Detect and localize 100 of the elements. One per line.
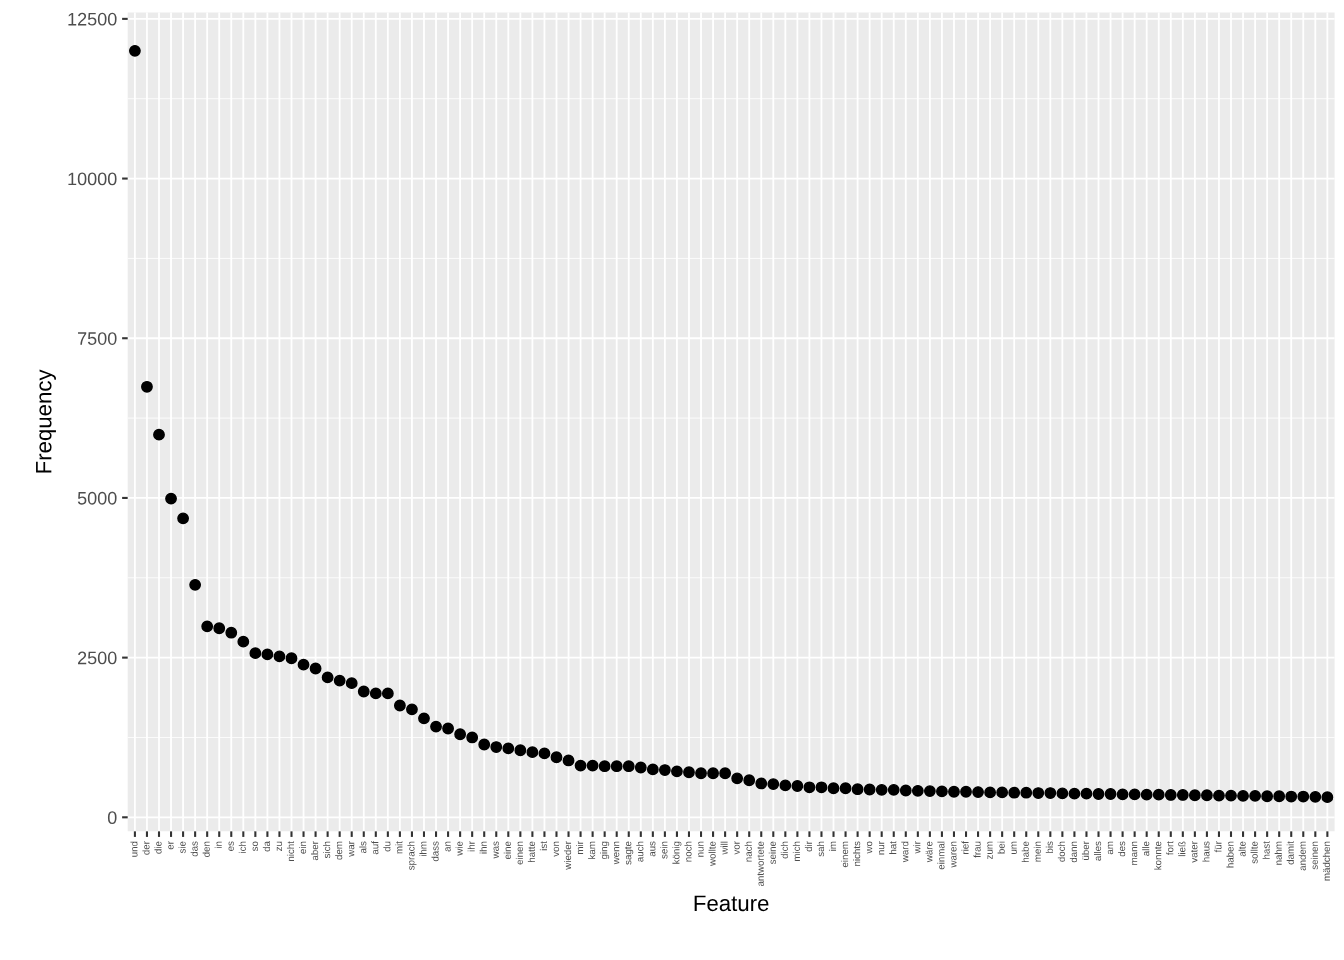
- x-tick-label: wir: [913, 841, 921, 854]
- x-tick-label: war: [349, 841, 355, 857]
- x-tick-label: dann: [1069, 841, 1078, 863]
- x-tick-label: hat: [889, 841, 897, 854]
- x-tick-label: mit: [395, 841, 403, 854]
- x-tick-label: seine: [768, 841, 776, 865]
- y-tick-label: 10000: [68, 172, 117, 186]
- x-tick-label: mein: [1033, 841, 1041, 862]
- x-tick-label: sollte: [1250, 841, 1258, 864]
- x-tick-label: da: [262, 841, 271, 852]
- x-tick-label: waren: [951, 841, 957, 868]
- x-tick-label: sich: [323, 841, 331, 859]
- x-tick-label: ihr: [467, 841, 475, 852]
- x-tick-label: nicht: [286, 841, 295, 861]
- x-tick-label: wenn: [613, 841, 620, 865]
- x-tick-label: dass: [431, 841, 439, 862]
- x-tick-label: bei: [997, 841, 1005, 854]
- x-tick-label: und: [130, 841, 138, 857]
- x-tick-label: um: [1011, 841, 1017, 854]
- x-tick-label: konnte: [1154, 841, 1162, 870]
- x-tick-label: hast: [1262, 841, 1270, 859]
- x-tick-label: könig: [672, 841, 682, 864]
- x-tick-label: auf: [371, 841, 379, 855]
- x-tick-label: alte: [1238, 841, 1246, 857]
- x-tick-label: wieder: [564, 841, 572, 870]
- x-tick-label: wo: [866, 841, 873, 854]
- x-tick-label: fort: [1166, 841, 1174, 855]
- x-tick-label: von: [553, 841, 560, 857]
- x-tick-label: einmal: [937, 841, 945, 870]
- x-tick-label: andem: [1298, 841, 1306, 871]
- x-tick-label: für: [1214, 841, 1222, 853]
- x-tick-label: zum: [987, 841, 993, 860]
- x-tick-label: zu: [276, 841, 283, 851]
- x-tick-label: mädchen: [1322, 841, 1330, 881]
- x-tick-label: du: [383, 841, 391, 852]
- x-tick-label: mich: [792, 841, 800, 861]
- x-tick-label: haben: [1226, 841, 1234, 868]
- x-tick-label: wollte: [708, 841, 716, 866]
- x-tick-label: aber: [311, 841, 319, 861]
- x-tick-label: ich: [238, 841, 246, 853]
- x-tick-label: im: [828, 841, 837, 851]
- x-tick-label: mir: [576, 841, 584, 854]
- x-tick-label: es: [228, 841, 234, 851]
- y-tick-label: 12500: [68, 12, 117, 26]
- x-axis-title: Feature: [694, 895, 769, 912]
- x-tick-label: aus: [650, 841, 656, 857]
- x-tick-label: die: [154, 841, 162, 854]
- x-tick-label: so: [252, 841, 258, 852]
- x-tick-label: kam: [588, 841, 596, 859]
- x-tick-label: ward: [901, 841, 909, 863]
- x-tick-label: haus: [1202, 841, 1210, 862]
- x-tick-label: des: [1118, 841, 1126, 857]
- y-tick-label: 2500: [78, 651, 117, 665]
- x-tick-label: alle: [1142, 841, 1150, 856]
- x-tick-label: nach: [744, 841, 752, 862]
- x-tick-label: sprach: [407, 841, 417, 870]
- x-tick-label: an: [445, 841, 451, 852]
- y-tick-label: 5000: [77, 491, 117, 505]
- x-tick-label: über: [1081, 841, 1090, 860]
- x-tick-label: wäre: [925, 841, 933, 863]
- x-tick-label: er: [168, 841, 174, 850]
- x-tick-label: den: [202, 841, 210, 857]
- x-tick-label: am: [1107, 841, 1114, 855]
- x-tick-label: seinen: [1310, 841, 1318, 870]
- x-tick-label: dir: [804, 841, 813, 852]
- x-tick-label: dich: [780, 841, 788, 859]
- x-tick-label: ihm: [419, 841, 427, 857]
- y-tick-label: 0: [107, 811, 117, 825]
- x-tick-label: ein: [299, 841, 307, 854]
- x-tick-label: der: [142, 841, 150, 855]
- x-tick-label: wie: [455, 841, 463, 856]
- x-tick-label: doch: [1057, 841, 1065, 862]
- x-tick-label: will: [720, 841, 728, 855]
- x-tick-label: frau: [973, 841, 981, 858]
- x-tick-label: auch: [636, 841, 644, 862]
- x-tick-label: nur: [878, 841, 885, 855]
- x-tick-label: habe: [1021, 841, 1029, 863]
- x-tick-label: sagte: [624, 841, 634, 865]
- x-tick-label: nahm: [1274, 841, 1282, 865]
- x-tick-label: nichts: [853, 841, 861, 866]
- x-tick-label: damit: [1286, 841, 1294, 865]
- x-tick-label: einen: [515, 841, 523, 865]
- x-tick-label: mann: [1131, 841, 1138, 865]
- x-tick-label: nun: [698, 841, 704, 857]
- x-tick-label: dem: [335, 841, 343, 860]
- y-axis-title: Frequency: [36, 369, 56, 473]
- x-tick-label: ist: [539, 841, 548, 851]
- x-tick-label: eine: [503, 841, 511, 860]
- x-tick-label: rief: [961, 841, 969, 854]
- x-tick-label: sah: [816, 841, 825, 857]
- x-tick-label: ließ: [1178, 841, 1186, 857]
- x-tick-label: antwortete: [757, 841, 764, 887]
- x-tick-label: hatte: [527, 841, 535, 863]
- x-tick-label: als: [359, 841, 367, 854]
- x-tick-label: in: [214, 841, 222, 848]
- x-tick-label: was: [493, 841, 499, 859]
- x-tick-label: das: [190, 841, 198, 857]
- x-tick-label: sie: [178, 841, 186, 854]
- x-tick-label: ihn: [479, 841, 487, 854]
- x-tick-label: ging: [600, 841, 610, 860]
